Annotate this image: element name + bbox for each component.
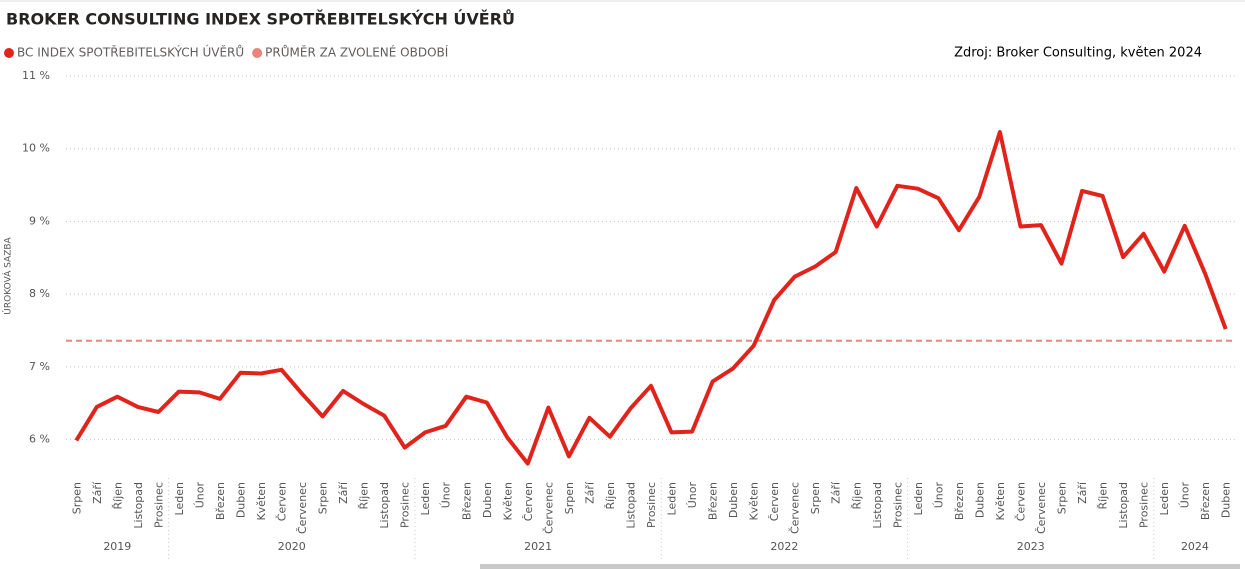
x-tick-label: Únor xyxy=(440,482,453,509)
x-tick-label: Únor xyxy=(193,482,206,509)
x-tick-label: Srpen xyxy=(70,482,83,514)
x-tick-label: Srpen xyxy=(317,482,330,514)
x-tick-label: Červenec xyxy=(542,482,555,534)
x-tick-label: Říjen xyxy=(604,482,617,510)
x-tick-label: Březen xyxy=(214,482,227,520)
legend-marker xyxy=(4,48,14,58)
x-tick-label: Září xyxy=(830,481,843,504)
y-tick-label: 6 % xyxy=(29,433,50,446)
x-tick-label: Duben xyxy=(727,482,740,518)
x-tick-label: Červenec xyxy=(296,482,309,534)
x-group-label: 2022 xyxy=(770,540,798,553)
x-tick-label: Říjen xyxy=(358,482,371,510)
x-tick-label: Listopad xyxy=(1117,482,1130,529)
series-line xyxy=(74,130,1228,466)
x-tick-label: Leden xyxy=(173,482,186,515)
x-tick-label: Září xyxy=(1076,481,1089,504)
x-tick-label: Září xyxy=(337,481,350,504)
x-tick-label: Květen xyxy=(501,482,514,521)
x-tick-label: Listopad xyxy=(378,482,391,529)
x-group-label: 2021 xyxy=(524,540,552,553)
x-tick-label: Listopad xyxy=(132,482,145,529)
x-tick-label: Prosinec xyxy=(399,482,412,528)
x-group-label: 2024 xyxy=(1181,540,1209,553)
x-tick-label: Duben xyxy=(234,482,247,518)
x-tick-label: Srpen xyxy=(563,482,576,514)
x-tick-label: Srpen xyxy=(1056,482,1069,514)
x-tick-label: Duben xyxy=(973,482,986,518)
x-tick-label: Leden xyxy=(419,482,432,515)
x-tick-label: Leden xyxy=(666,482,679,515)
x-tick-label: Březen xyxy=(460,482,473,520)
x-tick-label: Červenec xyxy=(1035,482,1048,534)
y-tick-label: 11 % xyxy=(22,69,50,82)
x-group-label: 2020 xyxy=(278,540,306,553)
x-tick-label: Říjen xyxy=(111,482,124,510)
x-group-label: 2023 xyxy=(1017,540,1045,553)
x-tick-label: Září xyxy=(583,481,596,504)
y-tick-label: 10 % xyxy=(22,142,50,155)
x-tick-label: Listopad xyxy=(871,482,884,529)
x-tick-label: Červen xyxy=(1014,482,1027,521)
y-tick-label: 7 % xyxy=(29,360,50,373)
y-axis-title: ÚROKOVÁ SAZBA xyxy=(2,236,14,314)
x-group-label: 2019 xyxy=(103,540,131,553)
x-tick-label: Listopad xyxy=(624,482,637,529)
x-tick-label: Duben xyxy=(481,482,494,518)
x-tick-label: Březen xyxy=(707,482,720,520)
legend-marker xyxy=(252,48,263,58)
x-tick-label: Červen xyxy=(768,482,781,521)
x-tick-label: Červenec xyxy=(789,482,802,534)
x-tick-label: Prosinec xyxy=(891,482,904,528)
x-tick-label: Únor xyxy=(932,482,945,509)
x-tick-label: Únor xyxy=(686,482,699,509)
source: Zdroj: Broker Consulting, květen 2024 xyxy=(954,46,1202,61)
x-tick-label: Prosinec xyxy=(1138,482,1151,528)
x-tick-label: Leden xyxy=(912,482,925,515)
scrollbar[interactable] xyxy=(480,564,1240,569)
x-tick-label: Prosinec xyxy=(152,482,165,528)
x-tick-label: Březen xyxy=(953,482,966,520)
x-tick-label: Prosinec xyxy=(645,482,658,528)
x-tick-label: Září xyxy=(91,481,104,504)
y-tick-label: 8 % xyxy=(29,287,50,300)
x-tick-label: Duben xyxy=(1220,482,1233,518)
x-tick-label: Květen xyxy=(748,482,761,521)
x-tick-label: Červen xyxy=(522,482,535,521)
x-tick-label: Říjen xyxy=(1097,482,1110,510)
x-tick-label: Srpen xyxy=(809,482,822,514)
x-tick-label: Leden xyxy=(1158,482,1171,515)
x-tick-label: Červen xyxy=(276,482,289,521)
y-tick-label: 9 % xyxy=(29,214,50,227)
x-tick-label: Březen xyxy=(1199,482,1212,520)
chart-title: BROKER CONSULTING INDEX SPOTŘEBITELSKÝCH… xyxy=(6,10,515,29)
legend-label: PRŮMĚR ZA ZVOLENÉ OBDOBÍ xyxy=(265,45,449,60)
x-tick-label: Říjen xyxy=(850,482,863,510)
x-tick-label: Květen xyxy=(255,482,268,521)
legend-label: BC INDEX SPOTŘEBITELSKÝCH ÚVĚRŮ xyxy=(17,45,244,60)
x-tick-label: Květen xyxy=(994,482,1007,521)
x-tick-label: Únor xyxy=(1179,482,1192,509)
